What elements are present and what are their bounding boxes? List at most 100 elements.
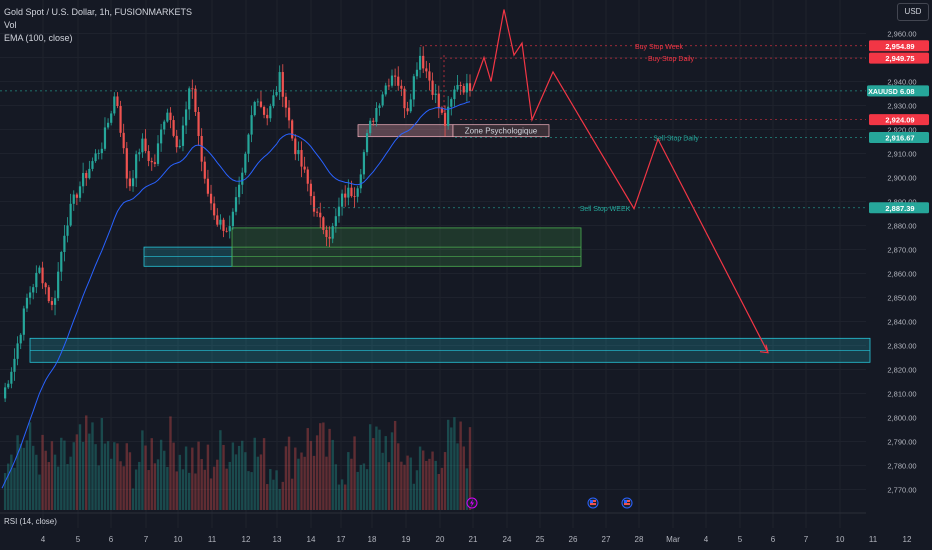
volume-bar (66, 464, 69, 510)
us-flag-event-icon[interactable] (621, 497, 633, 509)
candle-body (85, 173, 88, 179)
volume-bar (353, 436, 356, 510)
volume-bar (169, 416, 172, 510)
price-tick-label: 2,890.00 (887, 198, 916, 207)
candle-body (362, 152, 366, 175)
candle-body (284, 96, 288, 108)
time-tick-label: 20 (436, 535, 445, 544)
candle-body (138, 152, 141, 155)
volume-bar (418, 446, 422, 510)
candle-body (259, 101, 263, 107)
volume-bar (393, 420, 397, 510)
time-tick-label: 10 (174, 535, 183, 544)
candle-body (22, 308, 25, 335)
volume-bar (203, 469, 206, 510)
candle-body (231, 211, 234, 227)
candle-body (110, 113, 113, 123)
candle-body (200, 135, 203, 162)
us-flag-event-icon[interactable] (587, 497, 599, 509)
candle-body (228, 226, 231, 232)
volume-bar (290, 478, 294, 510)
volume-bar (50, 441, 54, 510)
volume-bar (19, 443, 22, 510)
candle-body (278, 72, 281, 93)
currency-button[interactable]: USD (897, 3, 929, 21)
volume-bar (103, 443, 107, 510)
time-tick-label: 4 (704, 535, 709, 544)
volume-bar (88, 433, 91, 510)
candle-body (209, 193, 213, 204)
price-tick-label: 2,810.00 (887, 390, 916, 399)
volume-bar (275, 470, 278, 510)
candle-body (25, 297, 29, 309)
candle-body (456, 84, 459, 90)
volume-bar (141, 430, 144, 510)
candle-body (312, 196, 316, 212)
volume-bar (372, 438, 375, 510)
symbol-title[interactable]: Gold Spot / U.S. Dollar, 1h, FUSIONMARKE… (4, 7, 193, 17)
candle-body (69, 203, 72, 226)
volume-bar (7, 463, 10, 510)
lightning-glyph (470, 499, 474, 507)
candle-body (294, 138, 297, 155)
volume-bar (315, 435, 319, 510)
candle-body (184, 109, 188, 126)
candle-body (44, 283, 47, 288)
volume-bar (453, 417, 456, 510)
candle-body (337, 206, 341, 217)
candle-body (394, 75, 397, 77)
volume-bar (228, 461, 231, 510)
candle-body (16, 343, 19, 359)
volume-bar (231, 442, 235, 510)
time-tick-label: 17 (337, 535, 346, 544)
psychological-zone (357, 124, 454, 138)
price-tag (869, 40, 929, 52)
time-tick-label: 24 (503, 535, 512, 544)
buy-stop-week-line-label: Buy Stop Week (635, 44, 684, 51)
candle-body (241, 172, 244, 185)
volume-bar (181, 469, 185, 510)
price-tick-label: 2,840.00 (887, 318, 916, 327)
rsi-indicator-label[interactable]: RSI (14, close) (4, 517, 57, 526)
candle-body (135, 154, 138, 179)
volume-bar (300, 452, 303, 510)
psychological-zone-label-box (452, 124, 550, 138)
price-tick-label: 2,880.00 (887, 222, 916, 231)
price-tick-label: 2,920.00 (887, 126, 916, 135)
volume-bar (106, 441, 110, 510)
volume-bar (219, 430, 222, 510)
symbol-tag-label: XAUUSD (868, 89, 898, 96)
lightning-event-icon[interactable] (466, 497, 478, 509)
volume-bar (237, 445, 241, 510)
volume-bar (225, 468, 228, 510)
candle-body (172, 120, 175, 136)
volume-bar (25, 440, 29, 510)
candle-body (406, 108, 409, 112)
volume-indicator-label[interactable]: Vol (4, 20, 17, 30)
candle-body (244, 153, 247, 173)
price-tag-label: 2,924.09 (885, 116, 914, 125)
volume-bar (368, 424, 372, 510)
volume-bar (131, 488, 135, 510)
volume-bar (28, 422, 32, 510)
ema-indicator-label[interactable]: EMA (100, close) (4, 33, 73, 43)
volume-bar (191, 447, 194, 510)
volume-bar (134, 469, 138, 510)
time-tick-label: 19 (402, 535, 411, 544)
volume-bar (390, 432, 394, 510)
volume-bar (446, 419, 450, 510)
volume-bar (312, 455, 316, 510)
volume-bar (284, 446, 288, 510)
candle-body (459, 84, 462, 87)
time-tick-label: 18 (368, 535, 377, 544)
volume-bar (347, 452, 350, 510)
sell-stop-daily-line-label: Sell Stop Daily (653, 135, 699, 142)
price-tag (869, 52, 929, 64)
price-tag (869, 114, 929, 126)
time-tick-label: 11 (869, 535, 878, 544)
volume-bar (415, 470, 419, 510)
volume-bar (10, 454, 13, 510)
price-tag (869, 131, 929, 143)
candle-body (222, 219, 225, 231)
